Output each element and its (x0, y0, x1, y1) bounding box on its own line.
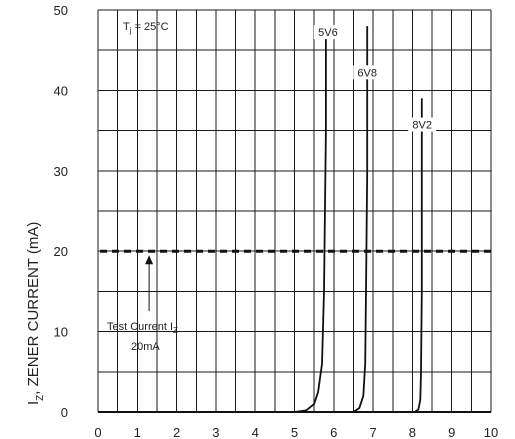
y-axis-title-main: I (25, 401, 42, 405)
tick-labels: 0 1 2 3 4 5 6 7 8 9 10 0 10 20 30 40 50 (54, 3, 499, 439)
x-tick-label: 1 (134, 425, 141, 439)
x-tick-label: 5 (291, 425, 298, 439)
series-line-8v2 (413, 98, 423, 413)
x-tick-label: 3 (212, 425, 219, 439)
series-line-5v6 (294, 26, 327, 413)
x-tick-label: 8 (409, 425, 416, 439)
series-label-background (313, 25, 342, 40)
series-label-background (408, 117, 437, 132)
y-tick-label: 50 (54, 3, 68, 18)
y-axis-title-rest: , ZENER CURRENT (mA) (25, 222, 42, 395)
y-tick-label: 0 (61, 405, 68, 420)
temperature-sub: j (129, 26, 132, 35)
y-axis-title-sub: Z (35, 395, 46, 401)
y-tick-label: 30 (54, 164, 68, 179)
series-label-5v6: 5V6 (318, 27, 338, 39)
test-current-annotation: Test Current IZ (107, 321, 178, 335)
y-tick-label: 10 (54, 325, 68, 340)
series-line-6v8 (352, 26, 369, 413)
y-tick-label: 40 (54, 83, 68, 98)
chart-marks: 5V6 6V8 8V2 (100, 25, 491, 413)
temperature-rest: = 25°C (132, 21, 169, 33)
x-tick-label: 2 (173, 425, 180, 439)
test-current-arrow-head (145, 255, 154, 265)
x-tick-label: 9 (448, 425, 455, 439)
series-label-8v2: 8V2 (412, 120, 432, 132)
series-label-6v8: 6V8 (357, 67, 377, 79)
x-tick-label: 0 (94, 425, 101, 439)
test-current-line1: Test Current I (107, 321, 173, 333)
temperature-annotation: Tj = 25°C (123, 21, 169, 35)
test-current-value-label: 20mA (131, 341, 160, 353)
y-tick-label: 20 (54, 244, 68, 259)
x-tick-label: 4 (252, 425, 259, 439)
temperature-main: T (123, 21, 130, 33)
x-tick-label: 7 (369, 425, 376, 439)
x-tick-label: 6 (330, 425, 337, 439)
y-axis-title: IZ, ZENER CURRENT (mA) (25, 222, 46, 405)
x-tick-label: 10 (484, 425, 498, 439)
series-label-background (353, 65, 382, 80)
test-current-sub: Z (173, 326, 178, 335)
